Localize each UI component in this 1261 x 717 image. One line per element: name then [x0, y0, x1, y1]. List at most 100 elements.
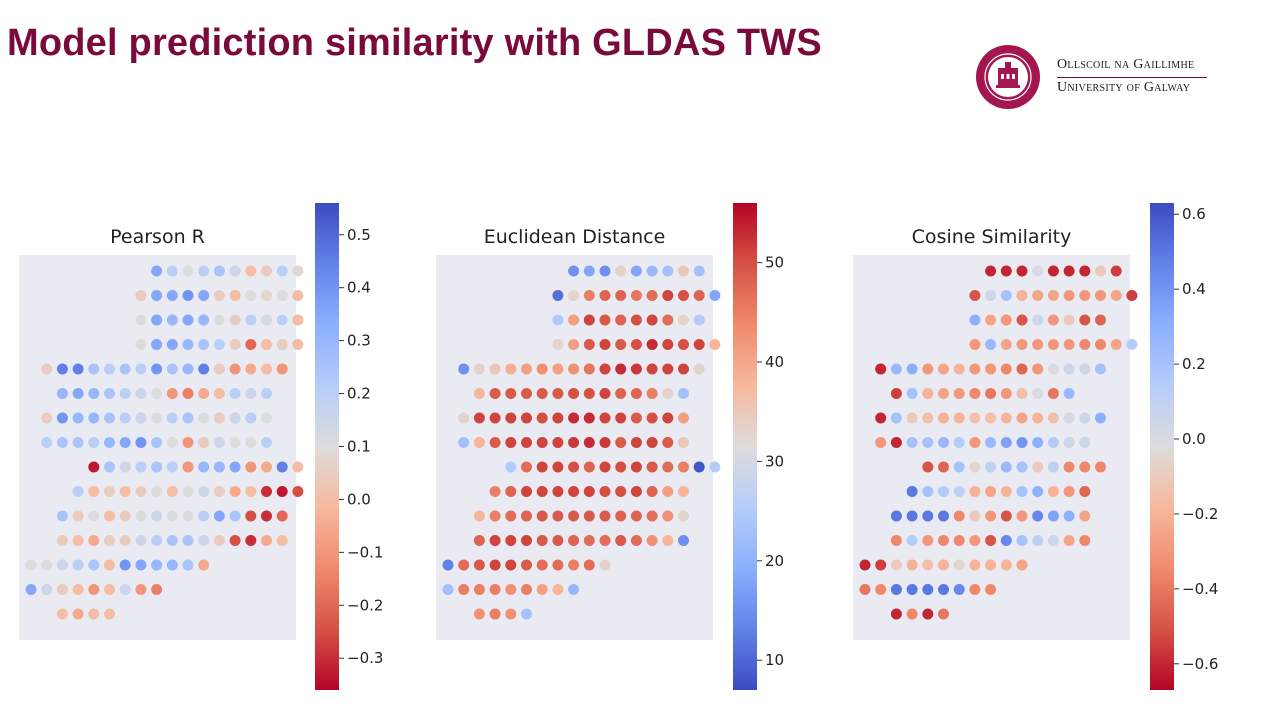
cosine-similarity-point — [985, 559, 997, 571]
euclidean-distance-point — [521, 388, 532, 399]
cosine-similarity-point — [1047, 437, 1059, 448]
pearson-r-point — [229, 437, 241, 448]
cosine-similarity-point — [1047, 486, 1059, 497]
pearson-r-point — [276, 363, 288, 375]
pearson-r-colorbar-tick-label: 0.2 — [347, 385, 371, 403]
euclidean-distance-point — [646, 437, 658, 448]
cosine-similarity-point — [1016, 486, 1028, 497]
pearson-r-point — [229, 486, 241, 497]
euclidean-distance-point — [662, 486, 674, 497]
cosine-similarity-point — [985, 412, 997, 424]
euclidean-distance-point — [678, 388, 689, 399]
cosine-similarity-point — [985, 290, 997, 301]
cosine-similarity-point — [1016, 265, 1028, 277]
pearson-r-title: Pearson R — [110, 226, 205, 248]
cosine-similarity-point — [1000, 437, 1012, 448]
cosine-similarity-point — [969, 486, 981, 497]
cosine-similarity-point — [953, 461, 965, 473]
cosine-similarity-point — [906, 388, 918, 399]
cosine-similarity-point — [1032, 437, 1044, 448]
cosine-similarity-point — [922, 388, 934, 399]
cosine-similarity-point — [1000, 339, 1012, 350]
cosine-similarity-point — [1079, 314, 1091, 326]
euclidean-distance-point — [583, 339, 595, 350]
cosine-similarity-point — [922, 559, 934, 571]
cosine-similarity-point — [1079, 363, 1091, 375]
pearson-r-point — [135, 290, 147, 301]
pearson-r-point — [56, 510, 68, 522]
cosine-similarity-point — [953, 486, 965, 497]
euclidean-distance-point — [521, 437, 532, 448]
euclidean-distance-point — [505, 388, 517, 399]
cosine-similarity-point — [938, 412, 949, 424]
cosine-similarity-point — [1063, 339, 1075, 350]
pearson-r-point — [213, 437, 225, 448]
euclidean-distance-point — [678, 314, 689, 326]
cosine-similarity-point — [1126, 290, 1138, 301]
euclidean-distance-point — [552, 388, 564, 399]
euclidean-distance-point — [678, 339, 689, 350]
cosine-similarity-colorbar-tick-label: 0.2 — [1182, 355, 1206, 373]
cosine-similarity-point — [1016, 461, 1028, 473]
pearson-r-colorbar-tick-label: 0.0 — [347, 490, 371, 508]
cosine-similarity-point — [1000, 510, 1012, 522]
euclidean-distance-point — [521, 559, 532, 571]
euclidean-distance-point — [599, 314, 611, 326]
pearson-r-point — [182, 510, 194, 522]
cosine-similarity-point — [1063, 314, 1075, 326]
euclidean-distance-point — [568, 535, 580, 546]
pearson-r-point — [198, 437, 210, 448]
euclidean-distance-point — [521, 412, 532, 424]
euclidean-distance-point — [505, 608, 517, 620]
pearson-r-point — [292, 461, 304, 473]
euclidean-distance-point — [646, 363, 658, 375]
pearson-r-point — [198, 486, 210, 497]
cosine-similarity-point — [1032, 314, 1044, 326]
cosine-similarity-point — [1079, 510, 1091, 522]
euclidean-distance-point — [599, 412, 611, 424]
pearson-r-point — [41, 559, 53, 571]
pearson-r-point — [261, 265, 272, 277]
euclidean-distance-title: Euclidean Distance — [484, 226, 666, 248]
euclidean-distance-point — [458, 437, 470, 448]
pearson-r-point — [292, 290, 304, 301]
euclidean-distance-point — [536, 363, 548, 375]
cosine-similarity-point — [1110, 339, 1122, 350]
euclidean-distance-point — [630, 510, 642, 522]
euclidean-distance-point — [662, 412, 674, 424]
pearson-r-point — [261, 290, 272, 301]
pearson-r-point — [135, 486, 147, 497]
cosine-similarity-point — [985, 535, 997, 546]
pearson-r-point — [261, 461, 272, 473]
cosine-similarity-point — [1000, 559, 1012, 571]
euclidean-distance-point — [678, 535, 689, 546]
euclidean-distance-point — [662, 314, 674, 326]
euclidean-distance-point — [473, 437, 485, 448]
cosine-similarity-point — [906, 510, 918, 522]
euclidean-distance-point — [521, 535, 532, 546]
euclidean-distance-point — [599, 388, 611, 399]
euclidean-distance-point — [521, 584, 532, 595]
cosine-similarity-point — [1032, 388, 1044, 399]
euclidean-distance-point — [552, 535, 564, 546]
cosine-similarity-point — [985, 388, 997, 399]
logo-divider — [1057, 77, 1207, 78]
pearson-r-point — [104, 388, 115, 399]
euclidean-distance-point — [693, 339, 705, 350]
pearson-r-point — [182, 461, 194, 473]
pearson-r-point — [72, 412, 84, 424]
cosine-similarity-point — [875, 363, 887, 375]
euclidean-distance-point — [678, 363, 689, 375]
cosine-similarity-point — [1095, 412, 1106, 424]
euclidean-distance-point — [442, 559, 454, 571]
cosine-similarity-point — [1047, 388, 1059, 399]
euclidean-distance-point — [536, 559, 548, 571]
cosine-similarity-point — [1047, 314, 1059, 326]
euclidean-distance-point — [678, 461, 689, 473]
cosine-similarity-point — [1000, 314, 1012, 326]
pearson-r-point — [151, 584, 163, 595]
euclidean-distance-point — [552, 486, 564, 497]
pearson-r-point — [119, 510, 131, 522]
pearson-r-point — [88, 535, 100, 546]
cosine-similarity-point — [969, 388, 981, 399]
